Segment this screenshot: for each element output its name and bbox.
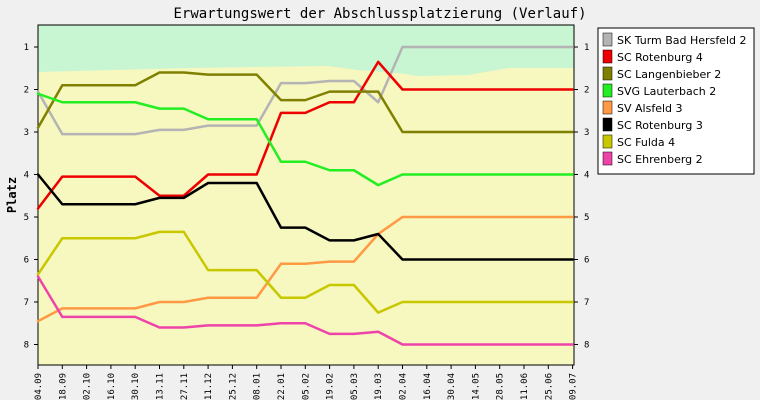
y-tick-label-left: 2 [24, 86, 29, 96]
x-tick-label: 13.11 [156, 373, 166, 400]
x-tick-label: 09.07 [569, 373, 579, 400]
plot-frame [37, 24, 575, 366]
y-tick-label-right: 3 [584, 128, 589, 138]
y-axis-left: 1 2 3 4 5 6 7 8 [24, 43, 38, 351]
x-tick-label: 30.04 [447, 373, 457, 400]
plot-background-zones [38, 25, 574, 365]
x-tick-label: 02.10 [83, 373, 93, 400]
legend-label: SC Rotenburg 4 [617, 51, 703, 64]
y-tick-label-right: 6 [584, 256, 589, 266]
legend-swatch [602, 134, 613, 149]
x-tick-label: 11.06 [520, 373, 530, 400]
y-tick-label-right: 5 [584, 213, 589, 223]
x-tick-label: 16.10 [107, 373, 117, 400]
chart-title: Erwartungswert der Abschlussplatzierung … [173, 6, 586, 22]
y-tick-label-right: 8 [584, 341, 589, 351]
legend-label: SC Ehrenberg 2 [617, 153, 703, 166]
y-axis-right: 1 2 3 4 5 6 7 8 [574, 43, 589, 351]
legend-label: SC Langenbieber 2 [617, 68, 721, 81]
x-tick-label: 04.09 [34, 373, 44, 400]
legend-swatch [602, 49, 613, 64]
series-line [36, 275, 574, 346]
series-line [36, 173, 574, 261]
x-tick-label: 18.09 [58, 373, 68, 400]
y-tick-label-left: 1 [24, 43, 29, 53]
x-axis: 04.09 18.09 02.10 16.10 30.10 13.11 27.11 11.12… [34, 365, 579, 400]
x-tick-label: 27.11 [180, 373, 190, 400]
y-tick-label-right: 1 [584, 43, 589, 53]
x-tick-label: 08.01 [253, 373, 263, 400]
series-line [36, 215, 574, 323]
y-tick-label-right: 4 [584, 171, 589, 181]
y-tick-label-left: 6 [24, 256, 29, 266]
legend-label: SV Alsfeld 3 [617, 102, 683, 115]
x-tick-label: 25.06 [544, 373, 554, 400]
x-tick-label: 02.04 [399, 373, 409, 400]
series-line [36, 230, 574, 314]
legend-box [597, 27, 755, 175]
legend-swatch [602, 100, 613, 115]
x-tick-label: 22.01 [277, 373, 287, 400]
x-tick-label: 19.02 [326, 373, 336, 400]
y-tick-label-right: 7 [584, 298, 589, 308]
x-tick-label: 05.03 [350, 373, 360, 400]
legend-label: SC Fulda 4 [617, 136, 675, 149]
series-line [36, 45, 574, 136]
x-tick-label: 28.05 [496, 373, 506, 400]
legend-swatch [602, 32, 613, 47]
y-tick-label-left: 4 [24, 171, 29, 181]
legend-label: SC Rotenburg 3 [617, 119, 703, 132]
x-tick-label: 05.02 [301, 373, 311, 400]
y-axis-label: Platz [5, 177, 19, 213]
y-tick-label-left: 7 [24, 298, 29, 308]
x-tick-label: 19.03 [374, 373, 384, 400]
y-tick-label-left: 8 [24, 341, 29, 351]
x-tick-label: 16.04 [423, 373, 433, 400]
x-tick-label: 11.12 [204, 373, 214, 400]
x-tick-label: 14.05 [471, 373, 481, 400]
plot-zone-yellow [38, 66, 574, 365]
y-tick-label-right: 2 [584, 86, 589, 96]
legend-swatch [602, 66, 613, 81]
y-tick-label-left: 5 [24, 213, 29, 223]
legend-label: SVG Lauterbach 2 [617, 85, 716, 98]
legend: SK Turm Bad Hersfeld 2 SC Rotenburg 4 SC L… [597, 27, 755, 175]
legend-label: SK Turm Bad Hersfeld 2 [617, 34, 747, 47]
series-lines [36, 45, 574, 346]
x-tick-label: 25.12 [228, 373, 238, 400]
legend-swatch [602, 83, 613, 98]
series-line [36, 92, 574, 187]
x-tick-label: 30.10 [131, 373, 141, 400]
legend-swatch [602, 117, 613, 132]
y-tick-label-left: 3 [24, 128, 29, 138]
legend-swatch [602, 151, 613, 166]
series-line [36, 60, 574, 210]
series-line [36, 71, 574, 134]
